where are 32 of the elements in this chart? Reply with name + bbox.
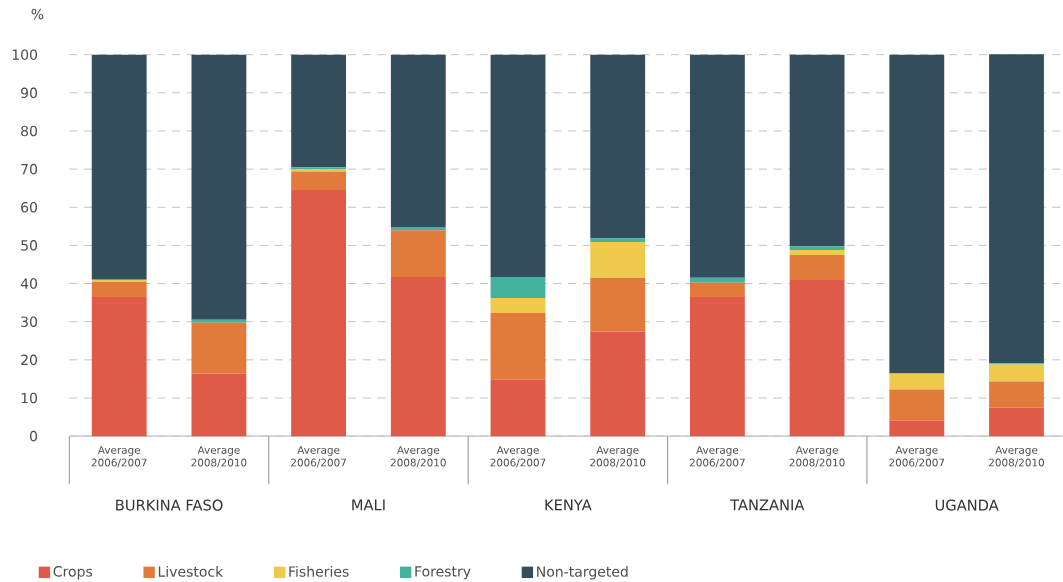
- y-tick-label: 50: [21, 240, 38, 251]
- text: TANZANIA: [730, 499, 805, 511]
- y-tick-label: 10: [21, 392, 38, 404]
- legend-label: Crops: [53, 566, 93, 580]
- x-tick-label: Average 2006/2007: [689, 446, 745, 468]
- y-tick-label: 40: [20, 278, 38, 290]
- text: KENYA: [545, 499, 592, 511]
- y-tick-label: 90: [21, 87, 38, 99]
- legend-label: Fisheries: [289, 566, 349, 578]
- legend-label: Livestock: [158, 566, 224, 578]
- y-tick-label: 20: [21, 354, 38, 366]
- y-tick-label: 60: [21, 202, 38, 213]
- x-tick-label: Average 2006/2007: [889, 446, 945, 468]
- y-tick-label: 70: [21, 164, 38, 175]
- text: UGANDA: [935, 499, 999, 511]
- x-tick-label: Average 2008/2010: [989, 446, 1045, 468]
- x-tick-label: Average 2006/2007: [490, 446, 546, 468]
- x-tick-label: Average 2006/2007: [91, 446, 147, 468]
- text: MALI: [352, 499, 385, 511]
- y-tick-label: 0: [29, 431, 38, 442]
- y-tick-label: 30: [21, 316, 38, 328]
- legend-label: Non-targeted: [537, 566, 628, 580]
- x-tick-label: Average 2008/2010: [390, 446, 446, 468]
- x-tick-label: Average 2008/2010: [191, 446, 247, 468]
- y-tick-label: 80: [21, 125, 38, 137]
- y-tick-label: 100: [12, 49, 38, 61]
- x-tick-label: Average 2006/2007: [291, 446, 346, 468]
- legend-label: Forestry: [415, 566, 471, 580]
- y-axis-title: %: [31, 9, 44, 20]
- x-tick-label: Average 2008/2010: [590, 446, 646, 468]
- x-tick-label: Average 2008/2010: [789, 446, 845, 468]
- text: BURKINA FASO: [116, 499, 223, 511]
